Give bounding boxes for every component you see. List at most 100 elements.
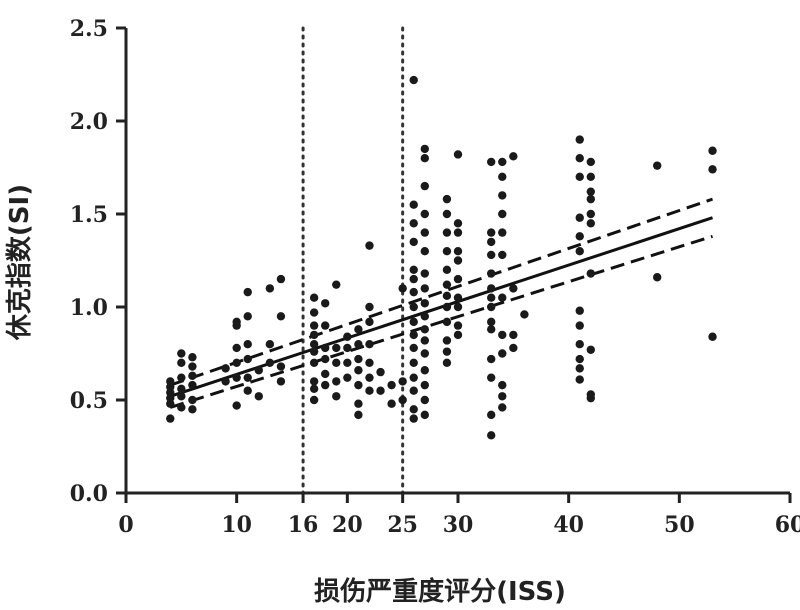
data-point <box>221 364 230 373</box>
data-point <box>409 237 418 247</box>
reference-lines <box>301 26 405 495</box>
data-point <box>453 274 463 284</box>
data-point <box>498 293 507 302</box>
data-point <box>387 380 396 390</box>
data-point <box>420 284 429 293</box>
x-tick-label: 30 <box>443 512 474 538</box>
data-point <box>586 187 595 196</box>
x-tick-label: 10 <box>221 512 252 538</box>
data-point <box>498 392 507 401</box>
data-point <box>442 228 452 237</box>
data-point <box>442 358 452 367</box>
data-point <box>586 209 595 219</box>
x-tick-label: 0 <box>118 512 133 538</box>
data-point <box>188 353 197 362</box>
data-point <box>487 325 496 334</box>
data-point <box>498 250 507 260</box>
data-point <box>453 150 463 159</box>
data-point <box>442 209 452 219</box>
data-point <box>177 349 186 358</box>
data-point <box>420 410 429 420</box>
data-point <box>276 362 286 371</box>
data-point <box>354 366 363 375</box>
data-point <box>387 399 396 408</box>
data-point <box>420 380 429 390</box>
data-point <box>453 228 463 237</box>
data-point <box>409 405 418 414</box>
data-point <box>332 377 341 386</box>
data-point <box>487 317 496 327</box>
data-point <box>276 274 286 284</box>
data-point <box>586 345 595 354</box>
data-point <box>442 280 452 289</box>
data-point <box>442 302 452 312</box>
data-point <box>276 377 286 386</box>
data-point <box>586 157 595 167</box>
data-point <box>420 336 429 345</box>
data-point <box>487 373 496 382</box>
data-point <box>243 373 252 382</box>
data-point <box>365 302 374 312</box>
data-point <box>420 144 429 154</box>
x-tick-label: 25 <box>387 512 418 538</box>
data-point <box>453 256 463 265</box>
data-point <box>409 265 418 274</box>
data-point <box>409 287 418 297</box>
data-point <box>321 354 330 364</box>
data-point <box>420 349 429 358</box>
data-point <box>575 154 584 163</box>
y-tick-label: 1.0 <box>70 295 108 321</box>
data-point <box>575 232 584 241</box>
data-point <box>398 284 407 293</box>
data-point <box>487 431 496 440</box>
data-point <box>177 392 186 401</box>
data-point <box>243 386 252 395</box>
data-point <box>420 395 429 405</box>
data-point <box>487 302 496 312</box>
y-tick-label: 1.5 <box>70 202 108 228</box>
data-point <box>575 135 584 144</box>
data-point <box>166 414 175 423</box>
data-point <box>321 369 330 379</box>
data-point <box>254 392 263 401</box>
x-axis-ticks: 0 10 16 20 25 30 40 50 60 <box>118 493 800 538</box>
data-point <box>487 293 496 302</box>
data-point <box>332 358 341 367</box>
data-point <box>575 172 584 181</box>
data-point <box>365 373 374 382</box>
data-point <box>177 358 186 367</box>
data-point <box>575 247 584 256</box>
data-point <box>221 377 230 386</box>
data-point <box>398 377 407 386</box>
data-point <box>309 293 319 302</box>
x-tick-label: 60 <box>775 512 800 538</box>
data-point <box>343 343 352 353</box>
data-point <box>309 377 319 386</box>
data-point <box>321 299 330 308</box>
data-point <box>409 274 418 284</box>
data-point <box>309 340 319 349</box>
data-point <box>420 366 429 375</box>
data-point <box>509 152 518 161</box>
data-point <box>575 364 584 373</box>
data-point <box>520 310 529 319</box>
data-point <box>243 340 252 349</box>
data-point <box>365 386 374 395</box>
data-point <box>309 384 319 394</box>
data-point <box>498 209 507 219</box>
data-point <box>354 325 363 334</box>
ci-upper-line <box>169 197 714 387</box>
data-point <box>309 330 319 340</box>
data-point <box>409 75 418 85</box>
data-point <box>409 358 418 367</box>
data-point <box>276 312 286 321</box>
data-point <box>487 410 496 420</box>
data-point <box>332 343 341 353</box>
data-point <box>498 172 507 181</box>
data-point <box>487 269 496 278</box>
ci-lower-line <box>169 234 713 409</box>
data-point <box>708 146 717 155</box>
data-point <box>265 340 275 349</box>
data-point <box>498 380 507 390</box>
